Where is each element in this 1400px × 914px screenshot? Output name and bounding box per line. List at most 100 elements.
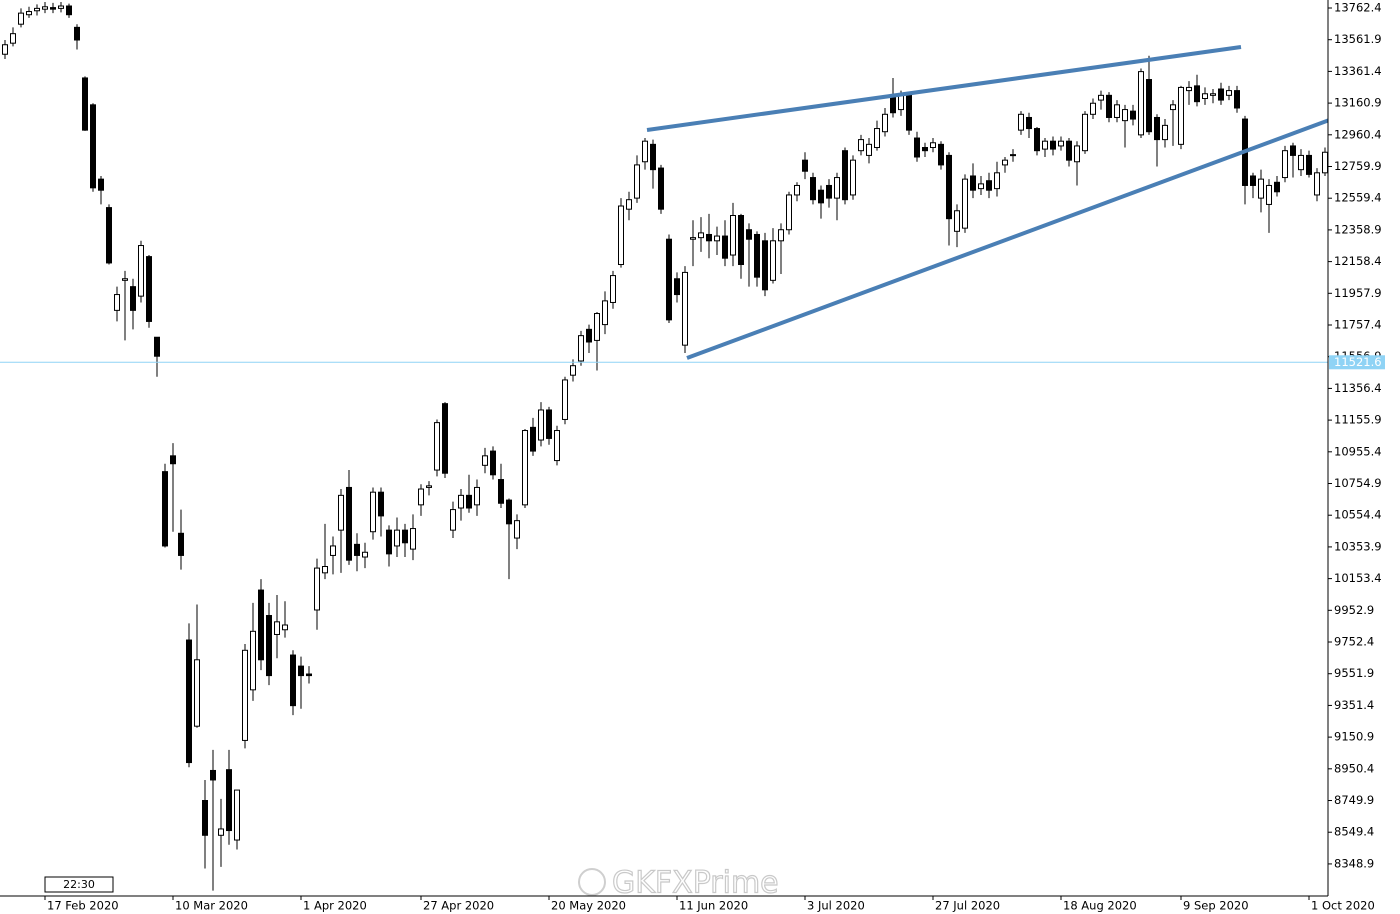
- candle-body-down: [1154, 116, 1160, 141]
- candle-body-down: [1026, 116, 1032, 130]
- candle-body-up: [218, 828, 224, 836]
- candle-body-down: [1218, 88, 1224, 101]
- x-tick-label: 27 Apr 2020: [423, 899, 494, 913]
- candle-body-up: [1186, 86, 1192, 92]
- candle-body-down: [106, 207, 112, 264]
- candle-body-down: [98, 178, 104, 191]
- candle-body-up: [978, 183, 984, 190]
- candle-body-down: [1306, 154, 1312, 175]
- candle-body-down: [970, 175, 976, 191]
- candle-body-down: [1146, 79, 1152, 133]
- candle-body-up: [882, 113, 888, 133]
- candle-body-up: [1058, 140, 1064, 147]
- candle-body-up: [34, 7, 40, 12]
- candle-body-down: [1050, 140, 1056, 150]
- candle-body-down: [442, 403, 448, 474]
- plot-area: [0, 2, 1328, 891]
- candle-body-down: [130, 286, 136, 311]
- candle-body-down: [266, 615, 272, 677]
- trendline-lower: [686, 118, 1328, 360]
- time-tag-box: [44, 876, 114, 893]
- candle-body-up: [10, 33, 16, 44]
- x-tick-label: 3 Jul 2020: [807, 899, 865, 913]
- candle-body-up: [1322, 151, 1328, 174]
- candle-body-up: [194, 659, 200, 727]
- candle-body-up: [138, 245, 144, 297]
- candle-body-down: [1066, 140, 1072, 161]
- candle-body-up: [394, 529, 400, 547]
- y-tick-label: 10353.9: [1334, 539, 1382, 553]
- current-price-label: 11521.6: [1334, 355, 1382, 369]
- candle-body-up: [1170, 104, 1176, 111]
- candle-body-down: [90, 104, 96, 189]
- candle-body-up: [122, 278, 128, 281]
- candle-body-up: [18, 12, 24, 25]
- candle-body-up: [1074, 145, 1080, 163]
- y-tick-label: 13160.9: [1334, 96, 1382, 110]
- candle-body-up: [362, 551, 368, 558]
- candle-body-up: [1138, 71, 1144, 136]
- candle-body-up: [778, 229, 784, 242]
- candle-body-down: [890, 94, 896, 114]
- candle-body-up: [1082, 113, 1088, 152]
- y-tick-label: 12559.4: [1334, 191, 1382, 205]
- candle-body-up: [338, 494, 344, 531]
- x-tick-label: 27 Jul 2020: [935, 899, 1000, 913]
- y-tick-label: 9752.4: [1334, 635, 1374, 649]
- candle-body-down: [346, 486, 352, 561]
- candle-body-down: [1250, 175, 1256, 186]
- candle-body-up: [1002, 159, 1008, 166]
- candle-body-up: [114, 294, 120, 311]
- y-tick-label: 11155.9: [1334, 413, 1382, 427]
- candle-body-up: [874, 128, 880, 149]
- candle-body-up: [1314, 172, 1320, 196]
- y-tick-label: 11757.4: [1334, 318, 1382, 332]
- candle-body-up: [234, 789, 240, 841]
- candle-body-up: [410, 528, 416, 550]
- y-tick-label: 13762.4: [1334, 1, 1382, 15]
- y-tick-label: 12158.4: [1334, 254, 1382, 268]
- candle-body-up: [538, 409, 544, 441]
- y-tick-label: 12960.4: [1334, 127, 1382, 141]
- candle-body-down: [762, 240, 768, 291]
- candle-body-up: [898, 94, 904, 111]
- axis-labels: 13762.4 13561.9 13361.4 13160.9 12960.4 12759…: [47, 1, 1385, 913]
- candle-body-down: [818, 189, 824, 204]
- candle-body-down: [986, 180, 992, 191]
- candle-body-down: [490, 450, 496, 476]
- candle-body-up: [626, 199, 632, 210]
- candle-body-up: [850, 159, 856, 196]
- y-tick-label: 9952.9: [1334, 603, 1374, 617]
- candle-body-up: [26, 11, 32, 16]
- candle-body-down: [906, 94, 912, 131]
- candle-body-down: [922, 147, 928, 152]
- candle-body-up: [250, 630, 256, 691]
- candle-body-up: [634, 164, 640, 199]
- candle-body-down: [186, 639, 192, 764]
- candle-body-down: [810, 177, 816, 201]
- candle-body-down: [202, 800, 208, 836]
- candle-body-up: [1282, 150, 1288, 179]
- candle-body-up: [458, 494, 464, 509]
- x-tick-label: 11 Jun 2020: [679, 899, 748, 913]
- y-tick-label: 12358.9: [1334, 222, 1382, 236]
- candle-body-down: [666, 238, 672, 321]
- trendlines: [646, 45, 1328, 360]
- candle-body-up: [858, 139, 864, 152]
- candle-body-down: [1106, 94, 1112, 118]
- candle-body-down: [722, 235, 728, 259]
- y-tick-label: 9150.9: [1334, 730, 1374, 744]
- candle-body-up: [698, 232, 704, 239]
- candle-body-up: [1098, 94, 1104, 101]
- candle-body-down: [1290, 145, 1296, 156]
- candle-body-up: [618, 205, 624, 266]
- candle-body-up: [434, 422, 440, 471]
- candle-body-up: [866, 143, 872, 156]
- candle-body-up: [554, 430, 560, 462]
- candle-body-down: [378, 491, 384, 517]
- candle-body-down: [178, 532, 184, 556]
- candle-body-down: [498, 479, 504, 504]
- x-tick-label: 10 Mar 2020: [175, 899, 248, 913]
- candle-body-up: [1266, 184, 1272, 205]
- candle-body-up: [1162, 124, 1168, 141]
